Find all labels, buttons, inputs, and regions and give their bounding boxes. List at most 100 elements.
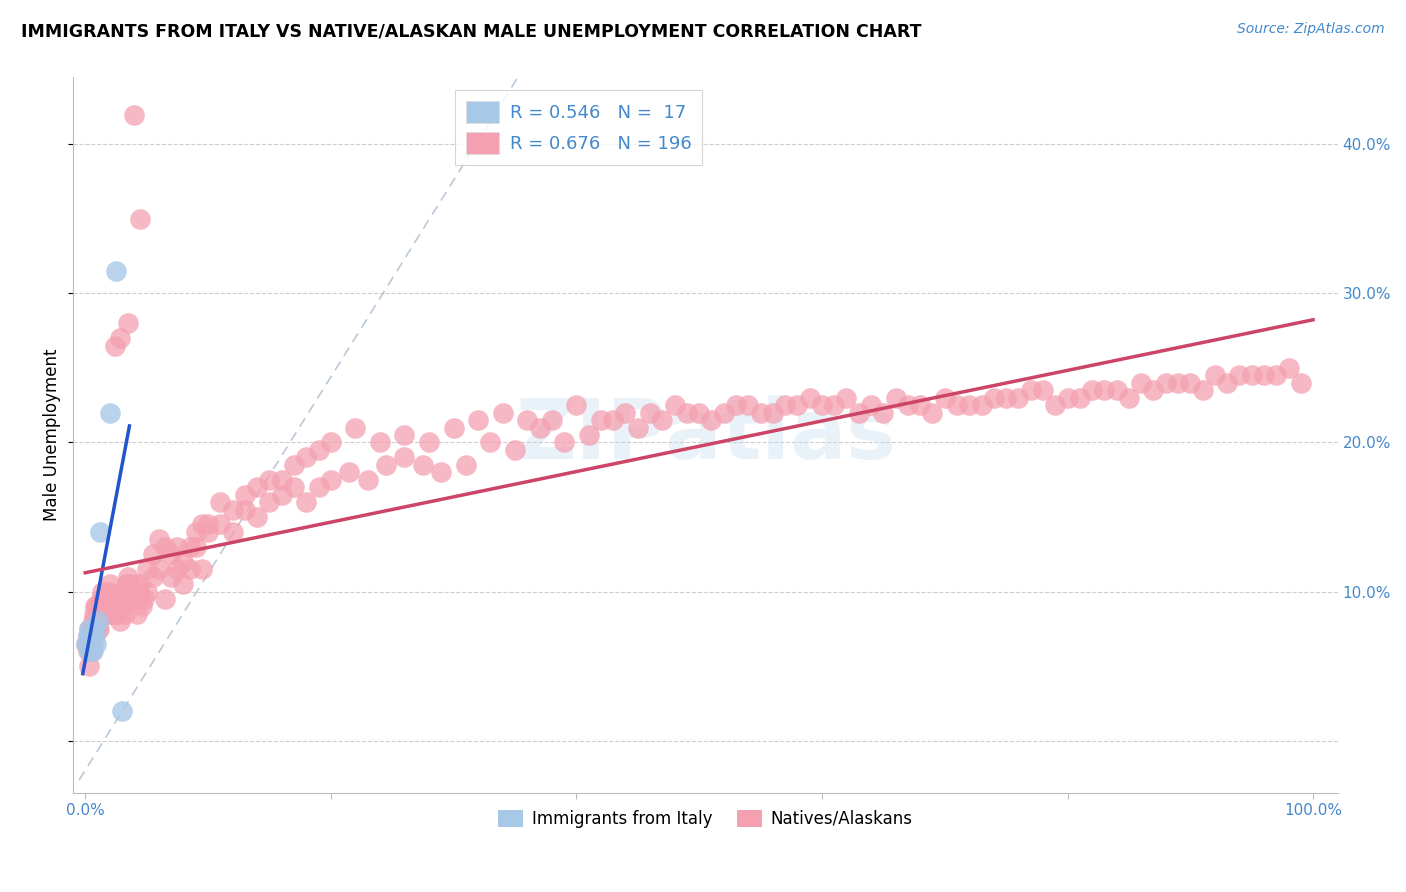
Point <box>1019 384 1042 398</box>
Point <box>197 517 219 532</box>
Point <box>80 644 103 658</box>
Point <box>76 629 98 643</box>
Point <box>135 562 157 576</box>
Point <box>131 599 153 614</box>
Point <box>117 316 139 330</box>
Point <box>166 540 188 554</box>
Point <box>835 391 858 405</box>
Point <box>127 591 149 606</box>
Point <box>443 420 465 434</box>
Point <box>91 584 114 599</box>
Point <box>823 398 845 412</box>
Point <box>1240 368 1263 383</box>
Point <box>76 644 98 658</box>
Point <box>848 406 870 420</box>
Point <box>86 615 108 629</box>
Point <box>221 524 243 539</box>
Point <box>94 591 117 606</box>
Point <box>492 406 515 420</box>
Point <box>860 398 883 412</box>
Point <box>221 502 243 516</box>
Point <box>179 562 201 576</box>
Point <box>786 398 808 412</box>
Text: IMMIGRANTS FROM ITALY VS NATIVE/ALASKAN MALE UNEMPLOYMENT CORRELATION CHART: IMMIGRANTS FROM ITALY VS NATIVE/ALASKAN … <box>21 22 921 40</box>
Point <box>995 391 1018 405</box>
Point <box>84 637 107 651</box>
Point <box>76 629 98 643</box>
Point <box>908 398 931 412</box>
Point <box>89 524 111 539</box>
Point <box>308 480 330 494</box>
Point <box>319 473 342 487</box>
Point <box>191 517 214 532</box>
Text: Source: ZipAtlas.com: Source: ZipAtlas.com <box>1237 22 1385 37</box>
Point <box>1289 376 1312 390</box>
Point <box>1142 384 1164 398</box>
Point <box>394 428 416 442</box>
Point <box>79 637 101 651</box>
Point <box>124 577 146 591</box>
Point <box>120 591 142 606</box>
Point <box>553 435 575 450</box>
Point <box>368 435 391 450</box>
Point <box>737 398 759 412</box>
Point <box>337 465 360 479</box>
Point <box>319 435 342 450</box>
Point <box>77 622 100 636</box>
Point <box>270 473 292 487</box>
Point <box>1081 384 1104 398</box>
Point <box>153 591 176 606</box>
Point <box>638 406 661 420</box>
Point <box>749 406 772 420</box>
Point <box>84 599 107 614</box>
Point <box>1069 391 1091 405</box>
Point <box>209 517 232 532</box>
Point <box>1154 376 1177 390</box>
Point <box>153 540 176 554</box>
Point <box>135 584 157 599</box>
Point <box>93 599 115 614</box>
Text: ZIPatlas: ZIPatlas <box>515 394 896 475</box>
Point <box>96 584 118 599</box>
Point <box>172 555 194 569</box>
Point <box>1265 368 1288 383</box>
Point <box>87 622 110 636</box>
Point <box>148 562 170 576</box>
Point <box>884 391 907 405</box>
Point <box>259 495 281 509</box>
Point <box>1007 391 1029 405</box>
Point <box>540 413 562 427</box>
Point <box>75 637 97 651</box>
Point <box>946 398 969 412</box>
Point <box>1216 376 1239 390</box>
Point <box>103 599 125 614</box>
Point <box>107 607 129 621</box>
Point <box>114 607 136 621</box>
Point <box>799 391 821 405</box>
Point <box>467 413 489 427</box>
Point <box>1277 361 1299 376</box>
Point <box>957 398 980 412</box>
Point <box>82 637 104 651</box>
Point <box>811 398 834 412</box>
Point <box>412 458 434 472</box>
Point <box>713 406 735 420</box>
Point <box>101 591 124 606</box>
Point <box>86 622 108 636</box>
Point <box>516 413 538 427</box>
Point <box>97 584 120 599</box>
Point <box>83 629 105 643</box>
Point <box>356 473 378 487</box>
Point <box>142 547 165 561</box>
Point <box>77 644 100 658</box>
Point <box>79 622 101 636</box>
Point <box>77 637 100 651</box>
Point <box>565 398 588 412</box>
Point <box>115 591 138 606</box>
Point <box>430 465 453 479</box>
Point <box>94 599 117 614</box>
Point <box>84 599 107 614</box>
Point <box>166 562 188 576</box>
Point <box>75 637 97 651</box>
Point <box>98 607 121 621</box>
